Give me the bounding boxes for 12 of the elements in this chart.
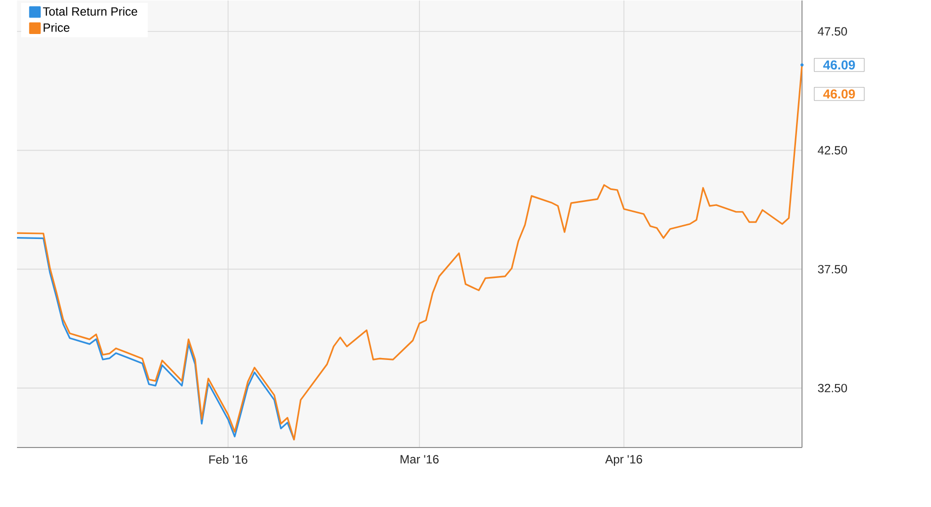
x-tick-label: Mar '16	[400, 455, 439, 464]
data-label: 46.09	[823, 90, 855, 99]
y-tick-label: 47.50	[818, 27, 847, 36]
y-tick-label: 42.50	[818, 146, 847, 155]
legend-label: Total Return Price	[42, 7, 138, 16]
x-tick-label: Apr '16	[605, 455, 642, 466]
x-tick-label: Feb '16	[209, 455, 248, 464]
y-tick-label: 32.50	[818, 384, 847, 393]
legend-label: Price	[44, 23, 70, 32]
y-tick-label: 37.50	[818, 265, 847, 274]
data-label: 46.09	[823, 60, 855, 70]
line-series	[16, 64, 803, 441]
